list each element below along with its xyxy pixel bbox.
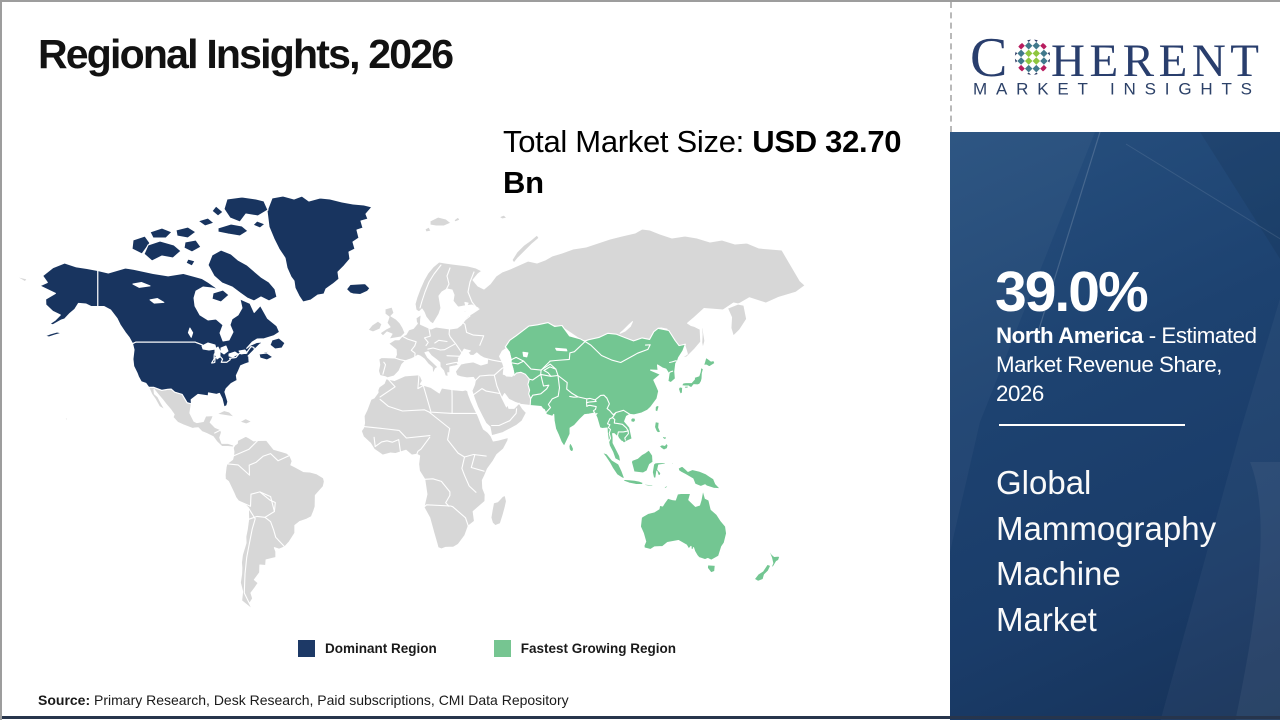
svg-text:C: C — [970, 30, 1007, 89]
svg-text:MARKET INSIGHTS: MARKET INSIGHTS — [973, 80, 1260, 99]
